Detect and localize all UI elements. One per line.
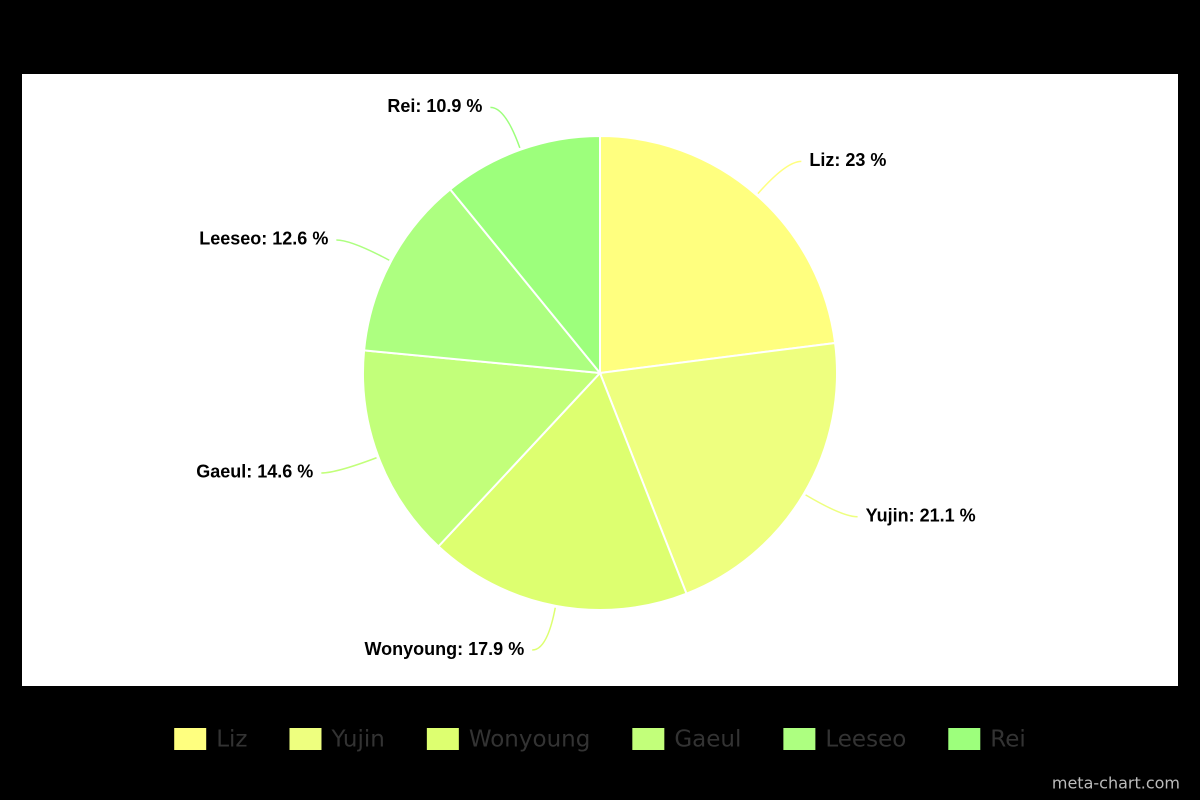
label-connector (532, 607, 556, 651)
label-connector (757, 160, 802, 195)
legend-label: Gaeul (674, 727, 741, 753)
pie-slice (362, 349, 603, 548)
label-connector (805, 494, 858, 518)
label-connector (321, 457, 377, 474)
label-connector (490, 106, 521, 149)
legend-label: Yujin (330, 727, 384, 753)
legend: Liz Yujin Wonyoung Gaeul Leeseo Rei (174, 727, 1026, 753)
legend-label: Wonyoung (469, 727, 590, 753)
data-label: Yujin: 21.1 % (866, 506, 976, 526)
data-label: Rei: 10.9 % (387, 96, 482, 116)
credit: meta-chart.com (1052, 774, 1180, 793)
pie-slice (437, 371, 688, 611)
data-label: Wonyoung: 17.9 % (365, 639, 525, 659)
pie-slice (362, 187, 603, 375)
label-connector (336, 239, 390, 261)
data-label: Leeseo: 12.6 % (199, 229, 328, 249)
legend-label: Liz (216, 727, 247, 753)
pie: Liz: 23 % Yujin: 21.1 % Wonyoung: 17.9 % Ga… (196, 96, 975, 659)
data-label: Gaeul: 14.6 % (196, 462, 313, 482)
legend-label: Leeseo (825, 727, 906, 753)
legend-swatch (426, 728, 459, 750)
legend-swatch (289, 728, 322, 750)
legend-swatch (632, 728, 665, 750)
legend-swatch (948, 728, 981, 750)
pie-slice (448, 134, 601, 376)
data-label: Liz: 23 % (809, 150, 886, 170)
legend-swatch (174, 728, 207, 750)
pie-slice (599, 134, 837, 375)
legend-swatch (783, 728, 816, 750)
pie-slice (598, 341, 838, 595)
legend-label: Rei (990, 727, 1026, 753)
